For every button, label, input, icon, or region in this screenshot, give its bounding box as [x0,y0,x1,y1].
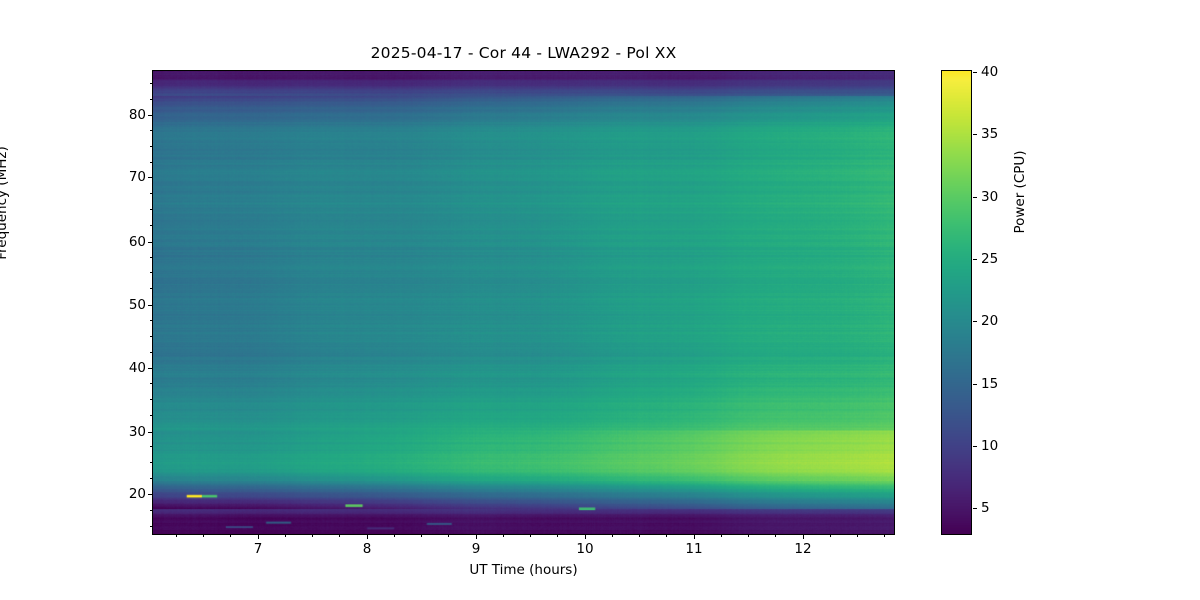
x-tick-11 [694,535,696,539]
y-tick-minor [149,225,152,227]
y-tick-40 [148,368,152,370]
x-axis-label: UT Time (hours) [469,562,578,578]
x-tick-minor [530,535,532,538]
x-tick-minor [611,535,613,538]
x-tick-9 [476,535,478,539]
colorbar-label: Power (CPU) [1012,150,1028,234]
x-tick-minor [339,535,341,538]
y-tick-minor [149,288,152,290]
cbar-tick-15 [973,383,978,385]
cbar-ticklabel-20: 20 [981,313,999,330]
x-tick-minor [393,535,395,538]
x-tick-10 [585,535,587,539]
x-tick-minor [747,535,749,538]
y-tick-minor [149,319,152,321]
x-ticklabel-8: 8 [362,541,372,557]
cbar-ticklabel-5: 5 [981,500,990,517]
x-tick-minor [448,535,450,538]
x-tick-minor [775,535,777,538]
x-ticklabel-12: 12 [794,541,812,557]
x-tick-minor [176,535,178,538]
y-tick-minor [149,414,152,416]
cbar-ticklabel-30: 30 [981,188,999,205]
y-tick-minor [149,145,152,147]
x-ticklabel-7: 7 [253,541,263,557]
y-tick-minor [149,399,152,401]
cbar-tick-5 [973,508,978,510]
cbar-ticklabel-25: 25 [981,250,999,267]
cbar-tick-30 [973,196,978,198]
y-tick-80 [148,115,152,117]
x-tick-12 [803,535,805,539]
cbar-tick-10 [973,445,978,447]
x-tick-minor [557,535,559,538]
x-ticklabel-10: 10 [576,541,594,557]
y-tick-minor [149,509,152,511]
y-ticklabel-70: 70 [128,169,146,185]
cbar-ticklabel-15: 15 [981,375,999,392]
y-tick-minor [149,525,152,527]
x-tick-8 [367,535,369,539]
y-ticklabel-80: 80 [128,107,146,123]
y-ticklabel-40: 40 [128,360,146,376]
x-tick-minor [230,535,232,538]
cbar-tick-25 [973,258,978,260]
y-tick-minor [149,161,152,163]
cbar-tick-40 [973,72,978,74]
x-tick-minor [666,535,668,538]
y-tick-minor [149,446,152,448]
y-tick-minor [149,193,152,195]
x-tick-minor [284,535,286,538]
x-tick-minor [421,535,423,538]
cbar-tick-35 [973,134,978,136]
colorbar-gradient [942,71,971,534]
x-tick-minor [829,535,831,538]
x-tick-minor [884,535,886,538]
y-tick-30 [148,432,152,434]
colorbar [941,70,972,535]
spectrogram-axes [152,70,895,535]
y-ticklabel-50: 50 [128,297,146,313]
x-tick-minor [856,535,858,538]
cbar-ticklabel-10: 10 [981,437,999,454]
y-tick-minor [149,351,152,353]
x-tick-minor [502,535,504,538]
x-tick-7 [258,535,260,539]
y-ticklabel-30: 30 [128,424,146,440]
x-ticklabel-9: 9 [471,541,481,557]
y-tick-minor [149,383,152,385]
y-tick-minor [149,335,152,337]
y-tick-20 [148,494,152,496]
y-tick-50 [148,305,152,307]
y-tick-minor [149,209,152,211]
y-tick-minor [149,256,152,258]
y-tick-minor [149,130,152,132]
figure-title: 2025-04-17 - Cor 44 - LWA292 - Pol XX [370,44,677,62]
x-tick-minor [639,535,641,538]
cbar-tick-20 [973,321,978,323]
y-ticklabel-20: 20 [128,486,146,502]
y-tick-minor [149,98,152,100]
y-axis-label: Frequency (MHz) [0,146,10,260]
y-tick-minor [149,462,152,464]
y-ticklabel-60: 60 [128,234,146,250]
x-tick-minor [203,535,205,538]
cbar-ticklabel-35: 35 [981,126,999,143]
y-tick-minor [149,272,152,274]
y-tick-minor [149,82,152,84]
y-tick-70 [148,177,152,179]
y-tick-minor [149,478,152,480]
x-ticklabel-11: 11 [685,541,703,557]
y-tick-60 [148,242,152,244]
x-tick-minor [720,535,722,538]
x-tick-minor [312,535,314,538]
cbar-ticklabel-40: 40 [981,64,999,80]
spectrogram-image [153,71,894,534]
